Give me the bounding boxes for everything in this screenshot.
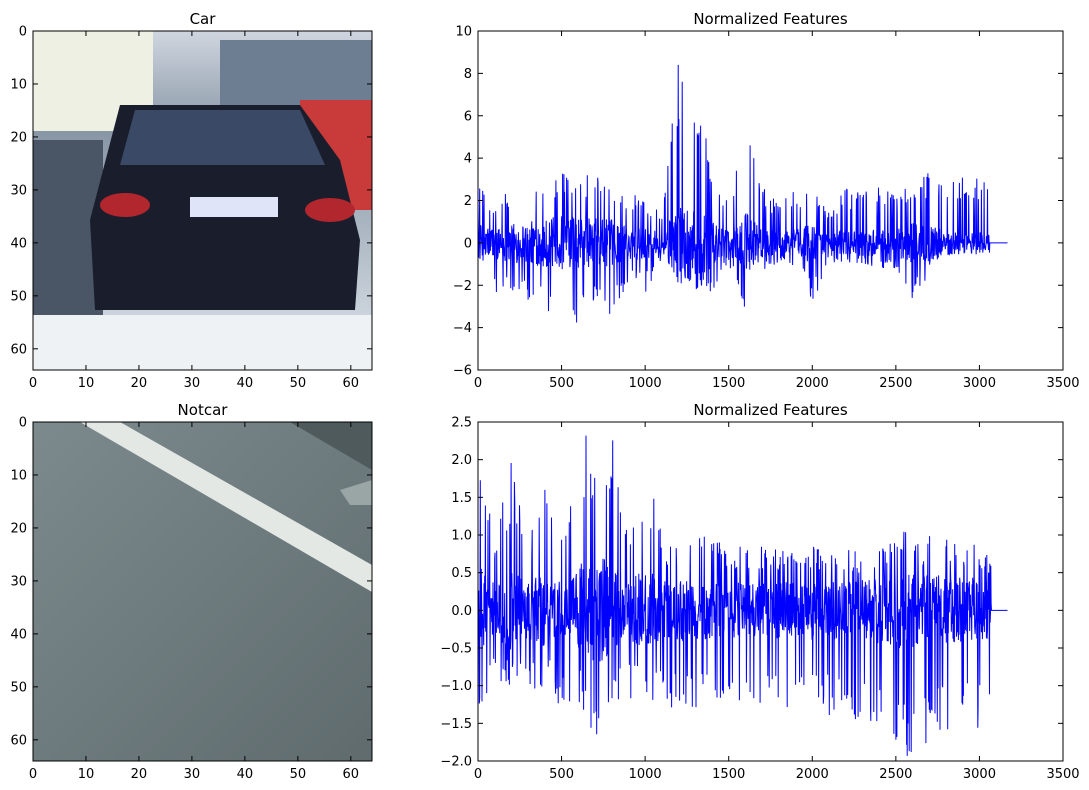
chart-title: Normalized Features [693,10,848,28]
road-surface-image [33,422,372,761]
axes-ticks: 0 10 20 30 40 50 60 0 10 20 30 40 50 60 [10,25,372,391]
x-tick-label: 1000 [629,767,662,782]
y-tick-label: 1.0 [451,529,472,544]
y-tick-label: 20 [10,521,27,536]
x-tick-label: 0 [29,767,37,782]
x-tick-label: 10 [78,376,95,391]
x-tick-label: 60 [343,767,360,782]
y-tick-label: 0.5 [451,566,472,581]
x-tick-label: 50 [290,767,307,782]
chart-title: Normalized Features [693,401,848,419]
y-tick-label: 30 [10,574,27,589]
y-tick-label: 4 [464,152,472,167]
y-tick-label: −0.5 [440,642,472,657]
x-tick-label: 30 [184,767,201,782]
y-tick-label: −1.0 [440,679,472,694]
x-tick-label: 3000 [963,767,996,782]
x-tick-label: 2500 [879,376,912,391]
axes-ticks: 0 10 20 30 40 50 60 0 10 20 30 40 50 60 [10,416,372,782]
y-tick-label: 10 [10,468,27,483]
series-line [478,435,1008,756]
x-tick-label: 0 [29,376,37,391]
axes-frame [477,421,1064,762]
y-tick-label: 2 [464,194,472,209]
y-tick-label: −1.5 [440,717,472,732]
y-tick-label: 50 [10,289,27,304]
x-tick-label: 20 [131,376,148,391]
series-line [478,64,1008,323]
chart-title: Notcar [178,401,229,419]
y-tick-label: 8 [464,67,472,82]
y-tick-label: −2.0 [440,755,472,770]
chart-title: Car [190,10,217,28]
x-tick-label: 40 [237,376,254,391]
axes-frame [32,30,373,371]
x-tick-label: 500 [549,767,574,782]
x-tick-label: 3000 [963,376,996,391]
y-tick-label: 20 [10,130,27,145]
panel-notcar: 0 10 20 30 40 50 60 0 10 20 30 40 50 60 Notcar [10,401,373,782]
panel-car: 0 10 20 30 40 50 60 0 10 20 30 40 50 60 Car [10,10,373,391]
y-tick-label: 40 [10,627,27,642]
x-tick-label: 2500 [879,767,912,782]
x-tick-label: 10 [78,767,95,782]
x-tick-label: 2000 [796,767,829,782]
x-tick-label: 50 [290,376,307,391]
y-tick-label: −2 [453,279,472,294]
axes-ticks: 0 500 1000 1500 2000 2500 3000 3500 −6 −4 −2 0 2 4 6 8 1… [453,25,1080,392]
panel-features-car: 0 500 1000 1500 2000 2500 3000 3500 −6 −4 −2 0 2 4 6 8 1… [453,10,1080,391]
x-tick-label: 30 [184,376,201,391]
x-tick-label: 2000 [796,376,829,391]
y-tick-label: 2.5 [451,416,472,431]
y-tick-label: −6 [453,364,472,379]
y-tick-label: 30 [10,183,27,198]
axes-frame [32,421,373,762]
y-tick-label: 6 [464,109,472,124]
y-tick-label: 0 [19,416,27,431]
y-tick-label: 10 [455,25,472,40]
x-tick-label: 0 [474,767,482,782]
y-tick-label: 40 [10,236,27,251]
y-tick-label: 2.0 [451,453,472,468]
y-tick-label: 60 [10,733,27,748]
panel-features-notcar: 0 500 1000 1500 2000 2500 3000 3500 −2.0 −1.5 −1.0… [440,401,1079,782]
x-tick-label: 20 [131,767,148,782]
x-tick-label: 1500 [712,376,745,391]
y-tick-label: 1.5 [451,491,472,506]
y-tick-label: 0.0 [451,604,472,619]
x-tick-label: 0 [474,376,482,391]
x-tick-label: 500 [549,376,574,391]
x-tick-label: 1500 [712,767,745,782]
axes-ticks: 0 500 1000 1500 2000 2500 3000 3500 −2.0 −1.5 −1.0… [440,416,1079,783]
y-tick-label: 10 [10,77,27,92]
y-tick-label: 50 [10,680,27,695]
x-tick-label: 40 [237,767,254,782]
y-tick-label: 0 [464,236,472,251]
x-tick-label: 60 [343,376,360,391]
x-tick-label: 1000 [629,376,662,391]
car-rear-image [33,31,372,370]
y-tick-label: 0 [19,25,27,40]
y-tick-label: −4 [453,321,472,336]
y-tick-label: 60 [10,342,27,357]
x-tick-label: 3500 [1046,376,1079,391]
x-tick-label: 3500 [1046,767,1079,782]
